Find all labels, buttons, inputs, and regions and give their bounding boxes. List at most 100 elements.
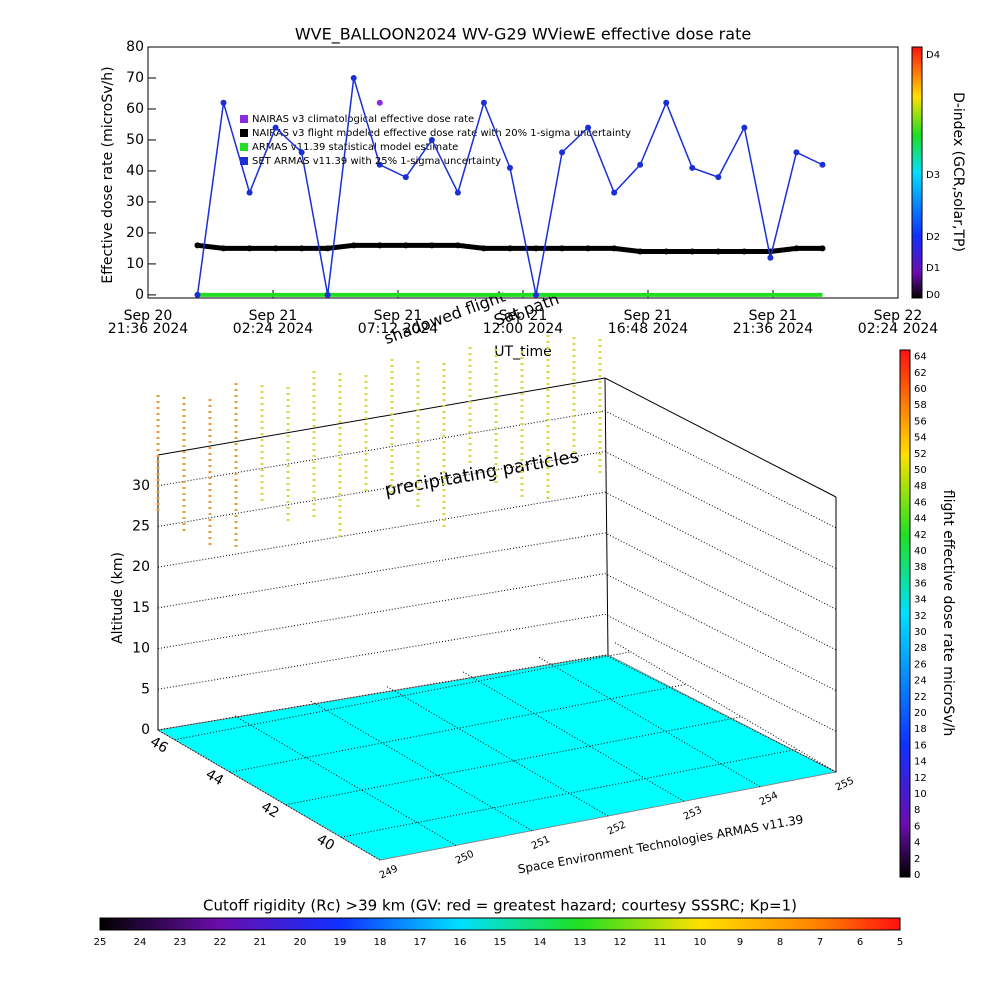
dose-tick-label: 20	[914, 708, 927, 719]
rc-colorbar	[99, 917, 901, 931]
rc-tick-label: 7	[817, 937, 823, 948]
data-point	[246, 189, 253, 196]
rc-tick-label: 21	[254, 937, 267, 948]
y-tick-label: 30	[126, 194, 144, 210]
data-point	[793, 245, 800, 252]
legend-label: ARMAS v11.39 statistical model estimate	[252, 142, 458, 153]
grid-line	[157, 491, 837, 610]
data-point	[611, 245, 618, 252]
altitude-tick-label: 15	[132, 600, 150, 616]
dose-tick-label: 16	[914, 740, 927, 751]
data-point	[428, 242, 435, 249]
data-point	[298, 149, 305, 156]
lat-tick-label: 42	[258, 799, 281, 822]
x-tick-label: 21:36 2024	[733, 321, 814, 337]
x-tick-label: Sep 22	[874, 308, 923, 324]
d-index-label: D-index (GCR,solar,TP)	[950, 92, 966, 252]
grid-line	[285, 716, 742, 806]
y-tick-label: 40	[126, 163, 144, 179]
d-index-tick-label: D4	[926, 50, 940, 61]
data-point	[376, 99, 383, 106]
x-tick-label: 07:12 2024	[358, 321, 439, 337]
data-point	[559, 245, 566, 252]
data-point	[454, 189, 461, 196]
x-tick-label: 02:24 2024	[233, 321, 314, 337]
rc-tick-label: 9	[737, 937, 743, 948]
legend-label: NAIRAS v3 flight modeled effective dose …	[252, 128, 631, 139]
lat-tick-label: 46	[147, 734, 171, 757]
data-point	[272, 124, 279, 131]
x-tick-label: 12:00 2024	[483, 321, 564, 337]
chart-title: WVE_BALLOON2024 WV-G29 WViewE effective …	[295, 25, 751, 45]
dose-tick-label: 38	[914, 562, 927, 573]
data-point	[767, 254, 774, 261]
x-tick-label: Sep 21	[374, 308, 423, 324]
data-point	[819, 161, 826, 168]
data-point	[194, 291, 201, 298]
data-point	[220, 245, 227, 252]
data-point	[246, 245, 253, 252]
data-point	[637, 248, 644, 255]
data-point	[402, 242, 409, 249]
data-point	[533, 245, 540, 252]
x-tick-label: 16:48 2024	[608, 321, 689, 337]
data-point	[376, 161, 383, 168]
dose-tick-label: 50	[914, 465, 927, 476]
data-point	[454, 242, 461, 249]
legend-label: SET ARMAS v11.39 with 25% 1-sigma uncert…	[252, 156, 501, 167]
legend-swatch	[240, 143, 248, 151]
data-point	[793, 149, 800, 156]
y-tick-label: 80	[126, 39, 144, 55]
altitude-label: Altitude (km)	[110, 552, 126, 644]
data-point	[533, 291, 540, 298]
d-index-colorbar	[911, 46, 923, 299]
dose-tick-label: 2	[914, 854, 920, 865]
data-point	[428, 136, 435, 143]
dose-tick-label: 42	[914, 530, 927, 541]
grid-line	[461, 670, 685, 802]
grid-line	[157, 410, 837, 529]
data-point	[402, 174, 409, 181]
data-point	[194, 242, 201, 249]
rc-tick-label: 19	[334, 937, 347, 948]
dose-tick-label: 30	[914, 627, 927, 638]
dose-tick-label: 52	[914, 449, 927, 460]
data-point	[741, 124, 748, 131]
grid-line	[385, 685, 609, 817]
data-point	[376, 242, 383, 249]
dose-tick-label: 40	[914, 546, 927, 557]
dose-tick-label: 58	[914, 400, 927, 411]
dose-tick-label: 46	[914, 497, 927, 508]
data-point	[585, 245, 592, 252]
dose-tick-label: 54	[914, 433, 927, 444]
data-point	[559, 149, 566, 156]
rc-tick-label: 20	[294, 937, 307, 948]
dose-tick-label: 64	[914, 352, 927, 363]
y-axis-label: Effective dose rate (microSv/h)	[100, 66, 116, 283]
altitude-tick-label: 20	[132, 559, 150, 575]
grid-line	[157, 729, 381, 861]
x-tick-label: Sep 21	[499, 308, 548, 324]
y-tick-label: 70	[126, 70, 144, 86]
grid-line	[309, 700, 533, 832]
data-point	[324, 245, 331, 252]
rc-colorbar-label: Cutoff rigidity (Rc) >39 km (GV: red = g…	[203, 897, 797, 915]
rc-tick-label: 15	[494, 937, 507, 948]
dose-tick-label: 24	[914, 676, 927, 687]
rc-tick-label: 5	[897, 937, 903, 948]
grid-line	[157, 573, 837, 692]
data-point	[663, 248, 670, 255]
grid-line	[157, 654, 837, 773]
dose-tick-label: 60	[914, 384, 927, 395]
rc-tick-label: 8	[777, 937, 783, 948]
data-point	[298, 245, 305, 252]
rc-tick-label: 16	[454, 937, 467, 948]
data-point	[350, 74, 357, 81]
dose-tick-label: 14	[914, 757, 927, 768]
x-tick-label: Sep 21	[749, 308, 798, 324]
grid-line	[157, 450, 837, 569]
grid-line	[613, 641, 837, 773]
legend-swatch	[240, 157, 248, 165]
